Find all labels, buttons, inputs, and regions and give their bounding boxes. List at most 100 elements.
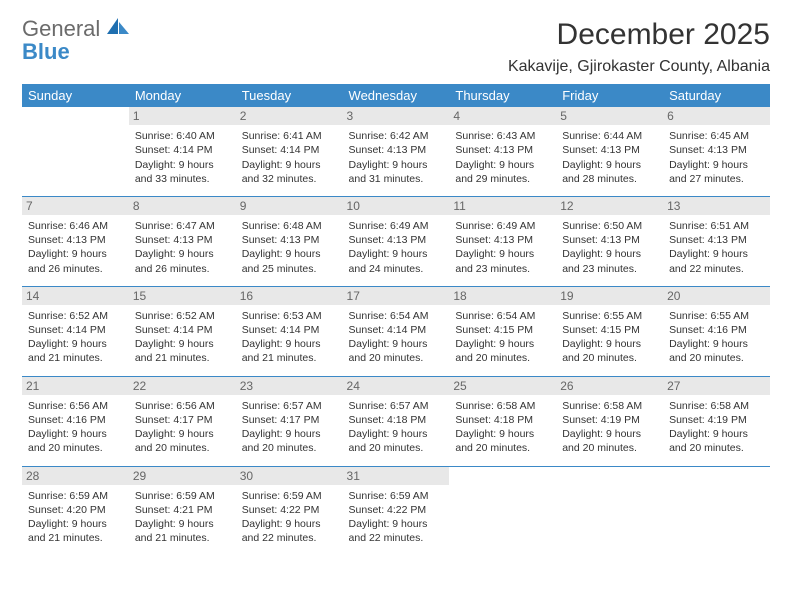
calendar-cell: 5Sunrise: 6:44 AMSunset: 4:13 PMDaylight… [556,107,663,196]
calendar-cell: 21 Sunrise: 6:56 AMSunset: 4:16 PMDayligh… [22,376,129,466]
location-text: Kakavije, Gjirokaster County, Albania [508,58,770,76]
day-number: 25 [449,377,556,395]
calendar-cell: 12 Sunrise: 6:50 AMSunset: 4:13 PMDayligh… [556,196,663,286]
calendar-cell: 14 Sunrise: 6:52 AMSunset: 4:14 PMDayligh… [22,286,129,376]
day-number: 23 [236,377,343,395]
calendar-cell: 13Sunrise: 6:51 AMSunset: 4:13 PMDayligh… [663,196,770,286]
calendar-cell [663,466,770,555]
day-info: Sunrise: 6:47 AMSunset: 4:13 PMDaylight:… [135,219,230,276]
day-number: 7 [22,197,129,215]
day-number: 11 [449,197,556,215]
col-wednesday: Wednesday [343,84,450,107]
calendar-cell: 28Sunrise: 6:59 AMSunset: 4:20 PMDayligh… [22,466,129,555]
calendar-cell: 31 Sunrise: 6:59 AMSunset: 4:22 PMDayligh… [343,466,450,555]
day-number: 14 [22,287,129,305]
calendar-cell: 11 Sunrise: 6:49 AMSunset: 4:13 PMDayligh… [449,196,556,286]
title-block: December 2025 Kakavije, Gjirokaster Coun… [508,18,770,76]
day-info: Sunrise: 6:58 AMSunset: 4:19 PMDaylight:… [669,399,764,456]
calendar-cell: 22 Sunrise: 6:56 AMSunset: 4:17 PMDayligh… [129,376,236,466]
day-info: Sunrise: 6:49 AMSunset: 4:13 PMDaylight:… [455,219,550,276]
day-info: Sunrise: 6:51 AMSunset: 4:13 PMDaylight:… [669,219,764,276]
day-info: Sunrise: 6:52 AMSunset: 4:14 PMDaylight:… [135,309,230,366]
day-number: 27 [663,377,770,395]
col-tuesday: Tuesday [236,84,343,107]
day-number: 19 [556,287,663,305]
header: General Blue December 2025 Kakavije, Gji… [22,18,770,76]
calendar-cell: 7Sunrise: 6:46 AMSunset: 4:13 PMDaylight… [22,196,129,286]
calendar-cell: 30Sunrise: 6:59 AMSunset: 4:22 PMDayligh… [236,466,343,555]
day-info: Sunrise: 6:50 AMSunset: 4:13 PMDaylight:… [562,219,657,276]
calendar-week: 1Sunrise: 6:40 AMSunset: 4:14 PMDaylight… [22,107,770,196]
day-number: 5 [556,107,663,125]
day-number: 2 [236,107,343,125]
calendar-cell [556,466,663,555]
logo-word1: General [22,16,100,41]
day-number: 3 [343,107,450,125]
page-title: December 2025 [508,18,770,52]
day-info: Sunrise: 6:57 AMSunset: 4:17 PMDaylight:… [242,399,337,456]
day-info: Sunrise: 6:59 AMSunset: 4:22 PMDaylight:… [349,489,444,546]
calendar-cell: 29 Sunrise: 6:59 AMSunset: 4:21 PMDayligh… [129,466,236,555]
day-info: Sunrise: 6:54 AMSunset: 4:15 PMDaylight:… [455,309,550,366]
calendar-cell: 3 Sunrise: 6:42 AMSunset: 4:13 PMDaylight… [343,107,450,196]
day-info: Sunrise: 6:58 AMSunset: 4:19 PMDaylight:… [562,399,657,456]
calendar-cell [22,107,129,196]
calendar-cell: 2Sunrise: 6:41 AMSunset: 4:14 PMDaylight… [236,107,343,196]
calendar-week: 21 Sunrise: 6:56 AMSunset: 4:16 PMDayligh… [22,376,770,466]
col-thursday: Thursday [449,84,556,107]
calendar-cell: 18 Sunrise: 6:54 AMSunset: 4:15 PMDayligh… [449,286,556,376]
day-number: 20 [663,287,770,305]
day-info: Sunrise: 6:58 AMSunset: 4:18 PMDaylight:… [455,399,550,456]
day-number: 15 [129,287,236,305]
day-info: Sunrise: 6:55 AMSunset: 4:15 PMDaylight:… [562,309,657,366]
calendar-cell: 9Sunrise: 6:48 AMSunset: 4:13 PMDaylight… [236,196,343,286]
calendar-week: 14 Sunrise: 6:52 AMSunset: 4:14 PMDayligh… [22,286,770,376]
col-monday: Monday [129,84,236,107]
day-info: Sunrise: 6:56 AMSunset: 4:16 PMDaylight:… [28,399,123,456]
day-number: 31 [343,467,450,485]
calendar-cell [449,466,556,555]
day-info: Sunrise: 6:57 AMSunset: 4:18 PMDaylight:… [349,399,444,456]
calendar-cell: 25 Sunrise: 6:58 AMSunset: 4:18 PMDayligh… [449,376,556,466]
day-number: 8 [129,197,236,215]
calendar-cell: 20 Sunrise: 6:55 AMSunset: 4:16 PMDayligh… [663,286,770,376]
day-info: Sunrise: 6:55 AMSunset: 4:16 PMDaylight:… [669,309,764,366]
day-number: 17 [343,287,450,305]
calendar-week: 7Sunrise: 6:46 AMSunset: 4:13 PMDaylight… [22,196,770,286]
day-info: Sunrise: 6:45 AMSunset: 4:13 PMDaylight:… [669,129,764,186]
calendar-cell: 4Sunrise: 6:43 AMSunset: 4:13 PMDaylight… [449,107,556,196]
logo-sail-icon [107,18,129,41]
day-number: 29 [129,467,236,485]
day-number: 16 [236,287,343,305]
day-info: Sunrise: 6:59 AMSunset: 4:22 PMDaylight:… [242,489,337,546]
day-info: Sunrise: 6:52 AMSunset: 4:14 PMDaylight:… [28,309,123,366]
calendar-cell: 10Sunrise: 6:49 AMSunset: 4:13 PMDayligh… [343,196,450,286]
day-number: 4 [449,107,556,125]
day-number: 22 [129,377,236,395]
calendar-cell: 17 Sunrise: 6:54 AMSunset: 4:14 PMDayligh… [343,286,450,376]
logo: General Blue [22,18,129,64]
day-info: Sunrise: 6:54 AMSunset: 4:14 PMDaylight:… [349,309,444,366]
day-number: 12 [556,197,663,215]
day-info: Sunrise: 6:56 AMSunset: 4:17 PMDaylight:… [135,399,230,456]
calendar-cell: 27 Sunrise: 6:58 AMSunset: 4:19 PMDayligh… [663,376,770,466]
day-info: Sunrise: 6:42 AMSunset: 4:13 PMDaylight:… [349,129,444,186]
calendar-cell: 19 Sunrise: 6:55 AMSunset: 4:15 PMDayligh… [556,286,663,376]
day-number: 21 [22,377,129,395]
day-number: 10 [343,197,450,215]
day-number: 24 [343,377,450,395]
day-number: 18 [449,287,556,305]
day-info: Sunrise: 6:59 AMSunset: 4:20 PMDaylight:… [28,489,123,546]
calendar-cell: 1Sunrise: 6:40 AMSunset: 4:14 PMDaylight… [129,107,236,196]
logo-text-wrap: General Blue [22,18,129,64]
calendar-cell: 8 Sunrise: 6:47 AMSunset: 4:13 PMDaylight… [129,196,236,286]
col-sunday: Sunday [22,84,129,107]
col-friday: Friday [556,84,663,107]
calendar-cell: 16Sunrise: 6:53 AMSunset: 4:14 PMDayligh… [236,286,343,376]
calendar-cell: 23 Sunrise: 6:57 AMSunset: 4:17 PMDayligh… [236,376,343,466]
day-number: 1 [129,107,236,125]
calendar-week: 28Sunrise: 6:59 AMSunset: 4:20 PMDayligh… [22,466,770,555]
calendar-cell: 24 Sunrise: 6:57 AMSunset: 4:18 PMDayligh… [343,376,450,466]
day-info: Sunrise: 6:59 AMSunset: 4:21 PMDaylight:… [135,489,230,546]
calendar-cell: 6Sunrise: 6:45 AMSunset: 4:13 PMDaylight… [663,107,770,196]
